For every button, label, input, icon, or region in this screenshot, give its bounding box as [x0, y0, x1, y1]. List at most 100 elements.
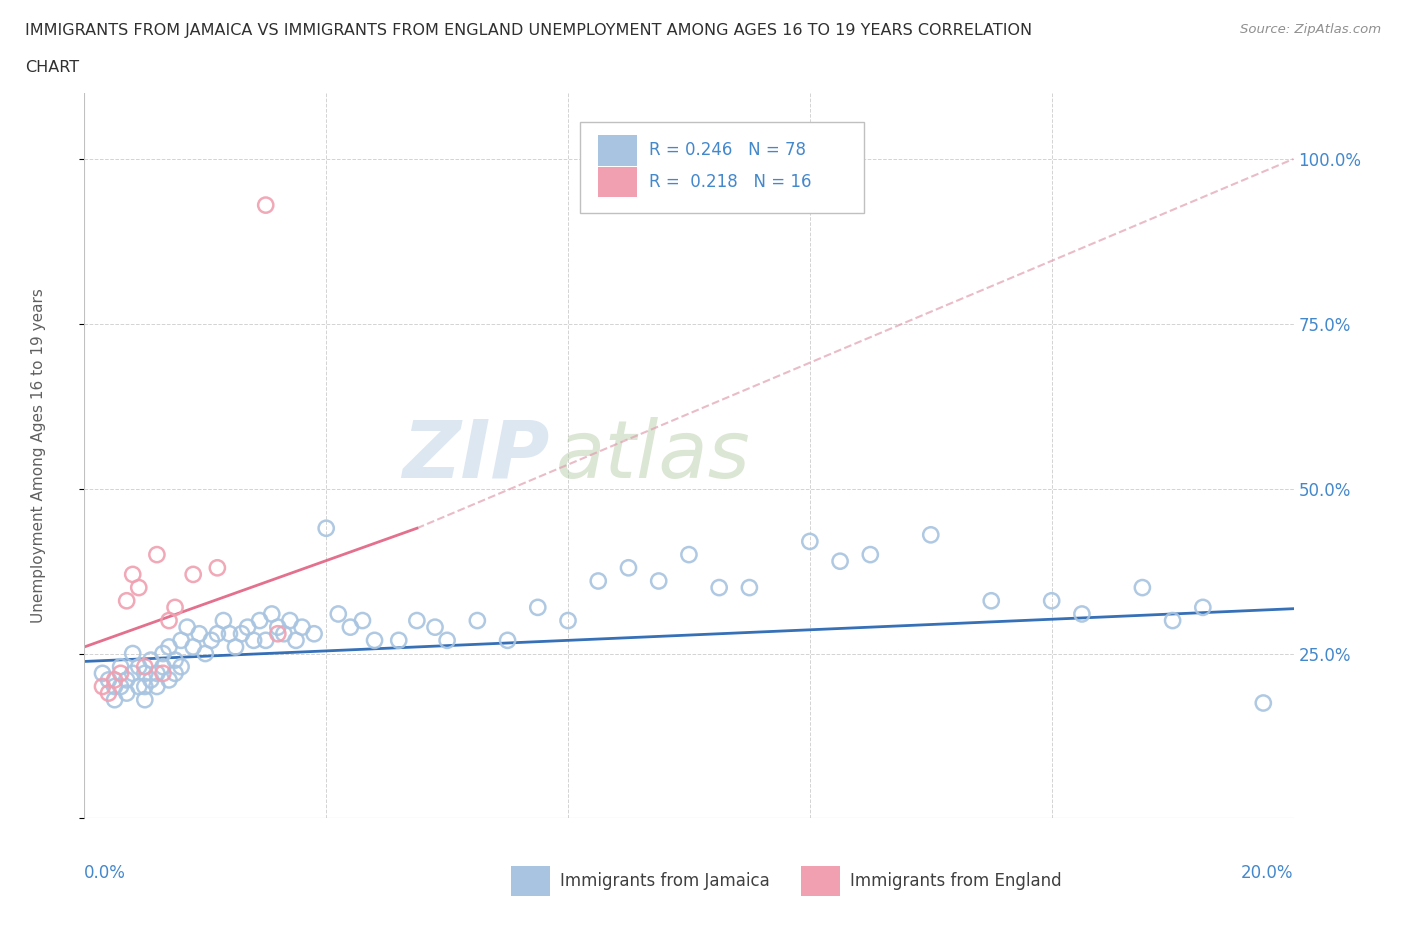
Text: ZIP: ZIP — [402, 417, 550, 495]
Text: IMMIGRANTS FROM JAMAICA VS IMMIGRANTS FROM ENGLAND UNEMPLOYMENT AMONG AGES 16 TO: IMMIGRANTS FROM JAMAICA VS IMMIGRANTS FR… — [25, 23, 1032, 38]
Point — [121, 646, 143, 661]
Point — [165, 600, 187, 615]
Point — [267, 626, 290, 641]
Point — [302, 626, 325, 641]
Point — [207, 626, 229, 641]
Point — [1130, 580, 1153, 595]
Point — [678, 547, 700, 562]
Point — [115, 672, 138, 687]
Point — [236, 619, 259, 634]
Text: 20.0%: 20.0% — [1241, 864, 1294, 882]
Point — [388, 633, 411, 648]
Point — [436, 633, 458, 648]
Point — [467, 613, 489, 628]
Point — [406, 613, 429, 628]
Point — [859, 547, 882, 562]
Point — [527, 600, 550, 615]
Point — [91, 666, 114, 681]
Point — [97, 672, 120, 687]
Point — [170, 633, 193, 648]
Point — [231, 626, 253, 641]
Point — [134, 666, 156, 681]
Point — [315, 521, 337, 536]
Point — [104, 692, 127, 707]
Point — [648, 574, 671, 589]
Point — [1253, 696, 1275, 711]
Point — [165, 666, 187, 681]
Point — [352, 613, 374, 628]
Point — [267, 619, 290, 634]
Point — [170, 659, 193, 674]
Point — [188, 626, 211, 641]
Point — [146, 679, 169, 694]
Point — [121, 567, 143, 582]
Point — [249, 613, 271, 628]
Text: Unemployment Among Ages 16 to 19 years: Unemployment Among Ages 16 to 19 years — [31, 288, 46, 623]
Point — [1192, 600, 1215, 615]
Point — [157, 613, 180, 628]
Point — [152, 646, 174, 661]
Point — [617, 561, 640, 576]
Point — [146, 666, 169, 681]
Point — [328, 606, 350, 621]
Point — [110, 679, 132, 694]
Point — [128, 580, 150, 595]
Point — [139, 672, 162, 687]
Point — [212, 613, 235, 628]
Point — [104, 672, 127, 687]
Point — [980, 593, 1002, 608]
Point — [115, 593, 138, 608]
FancyBboxPatch shape — [581, 122, 865, 213]
Point — [128, 679, 150, 694]
Point — [496, 633, 519, 648]
Point — [738, 580, 761, 595]
Point — [146, 547, 169, 562]
Point — [278, 613, 301, 628]
Text: CHART: CHART — [25, 60, 79, 75]
Text: R =  0.218   N = 16: R = 0.218 N = 16 — [650, 173, 811, 192]
Point — [194, 646, 217, 661]
Point — [1071, 606, 1094, 621]
Point — [254, 633, 277, 648]
Point — [104, 679, 127, 694]
Point — [165, 653, 187, 668]
Point — [920, 527, 942, 542]
Point — [363, 633, 385, 648]
Point — [134, 692, 156, 707]
Point — [1040, 593, 1063, 608]
Point — [110, 659, 132, 674]
Point — [157, 640, 180, 655]
Point — [260, 606, 283, 621]
Text: R = 0.246   N = 78: R = 0.246 N = 78 — [650, 141, 806, 159]
Point — [285, 633, 308, 648]
Point — [242, 633, 264, 648]
Point — [339, 619, 361, 634]
Point — [152, 666, 174, 681]
Point — [134, 659, 156, 674]
Text: atlas: atlas — [555, 417, 751, 495]
Text: Immigrants from Jamaica: Immigrants from Jamaica — [560, 871, 769, 890]
Point — [152, 659, 174, 674]
Point — [181, 567, 204, 582]
Point — [121, 666, 143, 681]
Point — [830, 553, 852, 568]
Text: Immigrants from England: Immigrants from England — [849, 871, 1062, 890]
Point — [110, 666, 132, 681]
Text: 0.0%: 0.0% — [84, 864, 127, 882]
Point — [799, 534, 821, 549]
Point — [273, 626, 295, 641]
Point — [115, 685, 138, 700]
Point — [139, 653, 162, 668]
Point — [709, 580, 731, 595]
Point — [134, 679, 156, 694]
Point — [176, 619, 198, 634]
Point — [291, 619, 314, 634]
Point — [588, 574, 610, 589]
FancyBboxPatch shape — [599, 167, 637, 197]
Point — [218, 626, 240, 641]
Point — [181, 640, 204, 655]
Point — [557, 613, 579, 628]
Point — [254, 198, 277, 213]
Point — [225, 640, 247, 655]
FancyBboxPatch shape — [599, 135, 637, 166]
